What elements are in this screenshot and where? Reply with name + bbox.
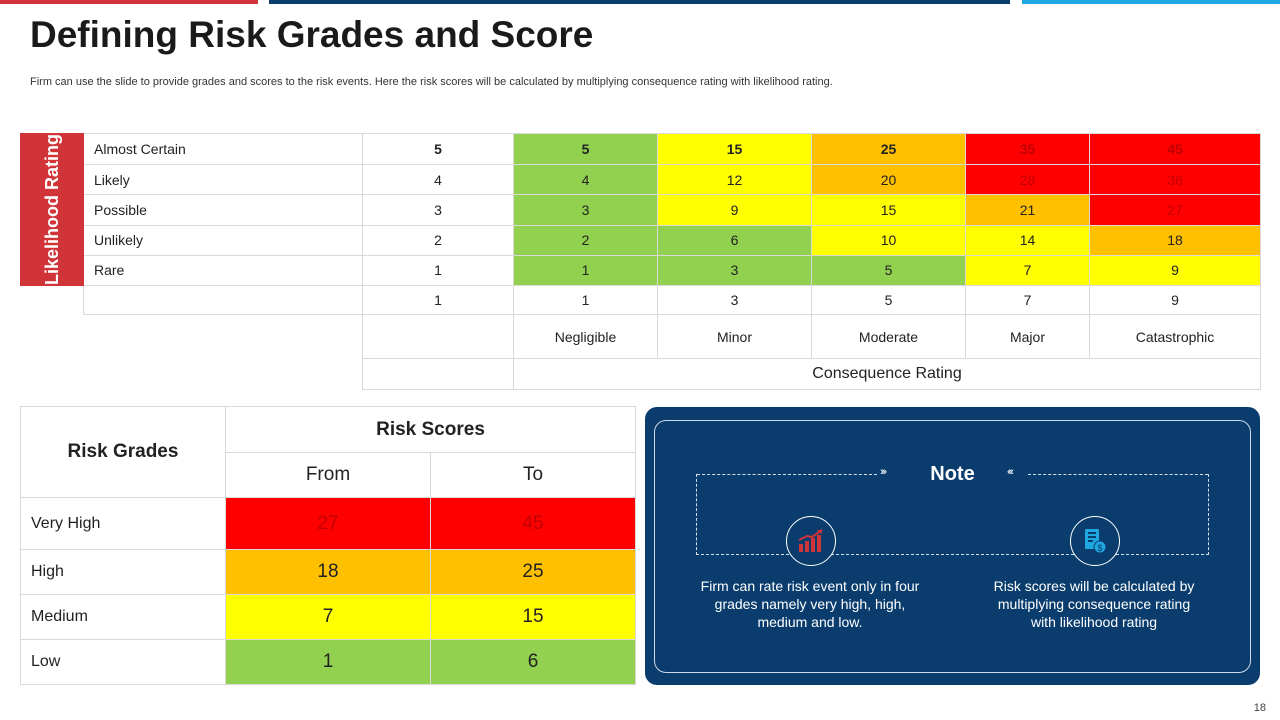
- score-cell: 5: [811, 254, 966, 287]
- score-cell: 14: [965, 224, 1090, 256]
- note-left-text: Firm can rate risk event only in four gr…: [700, 578, 920, 630]
- score-cell: 5: [513, 132, 658, 166]
- score-to: 45: [430, 497, 636, 550]
- row-label-likely: Likely: [83, 164, 363, 196]
- consequence-value: 7: [965, 285, 1090, 315]
- risk-grades-header: Risk Grades: [20, 406, 226, 498]
- page-number: 18: [1253, 702, 1266, 714]
- rating-cell: 5: [362, 132, 514, 166]
- score-cell: 3: [657, 254, 812, 287]
- note-panel: ››› ‹‹‹ Note $ Fi: [645, 407, 1260, 685]
- from-header: From: [225, 452, 431, 498]
- row-label-almost-certain: Almost Certain: [83, 132, 363, 166]
- score-cell: 3: [513, 194, 658, 226]
- to-header: To: [430, 452, 636, 498]
- score-cell: 27: [1089, 194, 1261, 226]
- score-cell: 35: [965, 132, 1090, 166]
- arrow-left-icon: ‹‹‹: [1007, 466, 1014, 478]
- risk-scores-header: Risk Scores: [225, 406, 636, 453]
- blank-cell: [362, 314, 514, 359]
- row-label-unlikely: Unlikely: [83, 224, 363, 256]
- score-cell: 1: [513, 254, 658, 287]
- accent-bar-red: [0, 0, 258, 4]
- score-cell: 7: [965, 254, 1090, 287]
- blank-cell: [21, 315, 363, 359]
- consequence-label-negligible: Negligible: [513, 314, 658, 359]
- score-cell: 9: [657, 194, 812, 226]
- score-to: 6: [430, 639, 636, 685]
- document-calculation-icon: $: [1070, 516, 1120, 566]
- score-cell: 4: [513, 164, 658, 196]
- blank-cell: [83, 285, 363, 315]
- grade-very-high: Very High: [20, 497, 226, 550]
- score-from: 27: [225, 497, 431, 550]
- consequence-value: 9: [1089, 285, 1261, 315]
- consequence-value: 1: [513, 285, 658, 315]
- page-subtitle: Firm can use the slide to provide grades…: [30, 76, 833, 88]
- consequence-label-minor: Minor: [657, 314, 812, 359]
- score-cell: 28: [965, 164, 1090, 196]
- note-connector: ››› ‹‹‹: [696, 466, 1209, 555]
- accent-bar-navy: [269, 0, 1010, 4]
- svg-text:$: $: [1097, 543, 1102, 553]
- consequence-value: 1: [362, 285, 514, 315]
- page-title: Defining Risk Grades and Score: [30, 14, 594, 55]
- bar-chart-growth-icon: [786, 516, 836, 566]
- score-cell: 18: [1089, 224, 1261, 256]
- grade-medium: Medium: [20, 594, 226, 640]
- score-cell: 12: [657, 164, 812, 196]
- score-to: 25: [430, 549, 636, 595]
- score-to: 15: [430, 594, 636, 640]
- rating-cell: 1: [362, 254, 514, 287]
- grade-high: High: [20, 549, 226, 595]
- score-from: 18: [225, 549, 431, 595]
- consequence-label-major: Major: [965, 314, 1090, 359]
- consequence-value: 3: [657, 285, 812, 315]
- note-right-text: Risk scores will be calculated by multip…: [993, 578, 1195, 630]
- consequence-rating-title: Consequence Rating: [513, 358, 1261, 390]
- arrow-right-icon: ›››: [880, 466, 887, 478]
- likelihood-rating-label: Likelihood Rating: [20, 133, 84, 286]
- rating-cell: 3: [362, 194, 514, 226]
- score-cell: 36: [1089, 164, 1261, 196]
- score-from: 1: [225, 639, 431, 685]
- score-cell: 10: [811, 224, 966, 256]
- score-cell: 21: [965, 194, 1090, 226]
- risk-matrix: Likelihood Rating Almost Certain 5 5 15 …: [20, 132, 1261, 390]
- accent-bar-blue: [1022, 0, 1280, 4]
- score-cell: 25: [811, 132, 966, 166]
- row-label-rare: Rare: [83, 254, 363, 287]
- grade-low: Low: [20, 639, 226, 685]
- score-cell: 45: [1089, 132, 1261, 166]
- consequence-value: 5: [811, 285, 966, 315]
- row-label-possible: Possible: [83, 194, 363, 226]
- blank-cell: [362, 358, 514, 390]
- score-cell: 15: [811, 194, 966, 226]
- score-cell: 9: [1089, 254, 1261, 287]
- score-cell: 20: [811, 164, 966, 196]
- score-cell: 15: [657, 132, 812, 166]
- score-from: 7: [225, 594, 431, 640]
- consequence-label-catastrophic: Catastrophic: [1089, 314, 1261, 359]
- blank-cell: [21, 286, 84, 315]
- score-cell: 6: [657, 224, 812, 256]
- risk-grades-table: Risk Grades Risk Scores From To Very Hig…: [20, 406, 636, 685]
- rating-cell: 4: [362, 164, 514, 196]
- consequence-label-moderate: Moderate: [811, 314, 966, 359]
- blank-cell: [21, 359, 363, 390]
- rating-cell: 2: [362, 224, 514, 256]
- note-frame: ››› ‹‹‹ Note $ Fi: [654, 420, 1251, 673]
- note-title: Note: [930, 463, 975, 485]
- score-cell: 2: [513, 224, 658, 256]
